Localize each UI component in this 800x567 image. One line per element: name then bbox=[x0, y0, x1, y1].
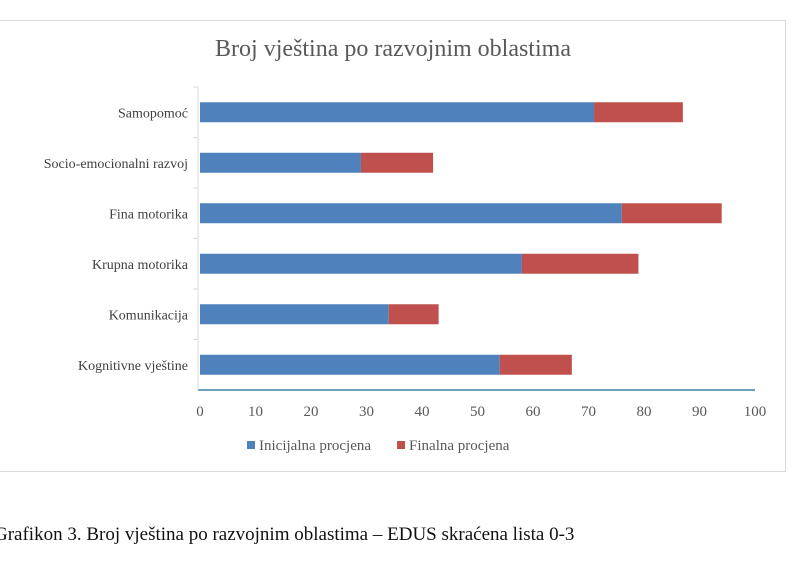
x-tick-label: 0 bbox=[196, 404, 204, 420]
x-tick-label: 50 bbox=[470, 404, 485, 420]
bar-initial bbox=[200, 253, 522, 274]
y-tick-label: Kognitivne vještine bbox=[78, 359, 188, 374]
bar-initial bbox=[200, 304, 389, 325]
bar-final bbox=[499, 354, 572, 375]
y-tick-label: Samopomoć bbox=[118, 106, 188, 121]
y-tick-label: Komunikacija bbox=[109, 308, 189, 323]
bar-final bbox=[388, 304, 439, 325]
x-tick-label: 20 bbox=[304, 404, 319, 420]
x-tick-label: 10 bbox=[248, 404, 263, 420]
bar-initial bbox=[200, 152, 361, 173]
y-tick-label: Socio-emocionalni razvoj bbox=[44, 157, 188, 172]
legend-label: Inicijalna procjena bbox=[259, 438, 371, 454]
x-tick-label: 90 bbox=[692, 404, 707, 420]
bar-final bbox=[521, 253, 639, 274]
bar-final bbox=[360, 152, 434, 173]
legend-swatch bbox=[397, 441, 406, 449]
stacked-bar-chart: Broj vještina po razvojnim oblastima Sam… bbox=[44, 36, 767, 454]
chart-title: Broj vještina po razvojnim oblastima bbox=[215, 36, 571, 62]
y-tick-label: Krupna motorika bbox=[92, 258, 189, 273]
figure-caption: Grafikon 3. Broj vještina po razvojnim o… bbox=[0, 524, 575, 545]
x-tick-label: 60 bbox=[526, 404, 541, 420]
bar-initial bbox=[200, 203, 622, 224]
x-tick-label: 100 bbox=[744, 404, 767, 420]
bar-initial bbox=[200, 102, 595, 123]
x-tick-label: 40 bbox=[415, 404, 430, 420]
x-tick-label: 30 bbox=[359, 404, 374, 420]
legend-label: Finalna procjena bbox=[409, 438, 510, 454]
bar-initial bbox=[200, 354, 500, 375]
x-tick-label: 70 bbox=[581, 404, 596, 420]
bar-final bbox=[594, 102, 683, 123]
x-tick-label: 80 bbox=[637, 404, 652, 420]
bar-final bbox=[621, 203, 722, 224]
legend-swatch bbox=[247, 441, 255, 449]
chart-frame bbox=[0, 20, 786, 472]
y-tick-label: Fina motorika bbox=[109, 207, 189, 222]
